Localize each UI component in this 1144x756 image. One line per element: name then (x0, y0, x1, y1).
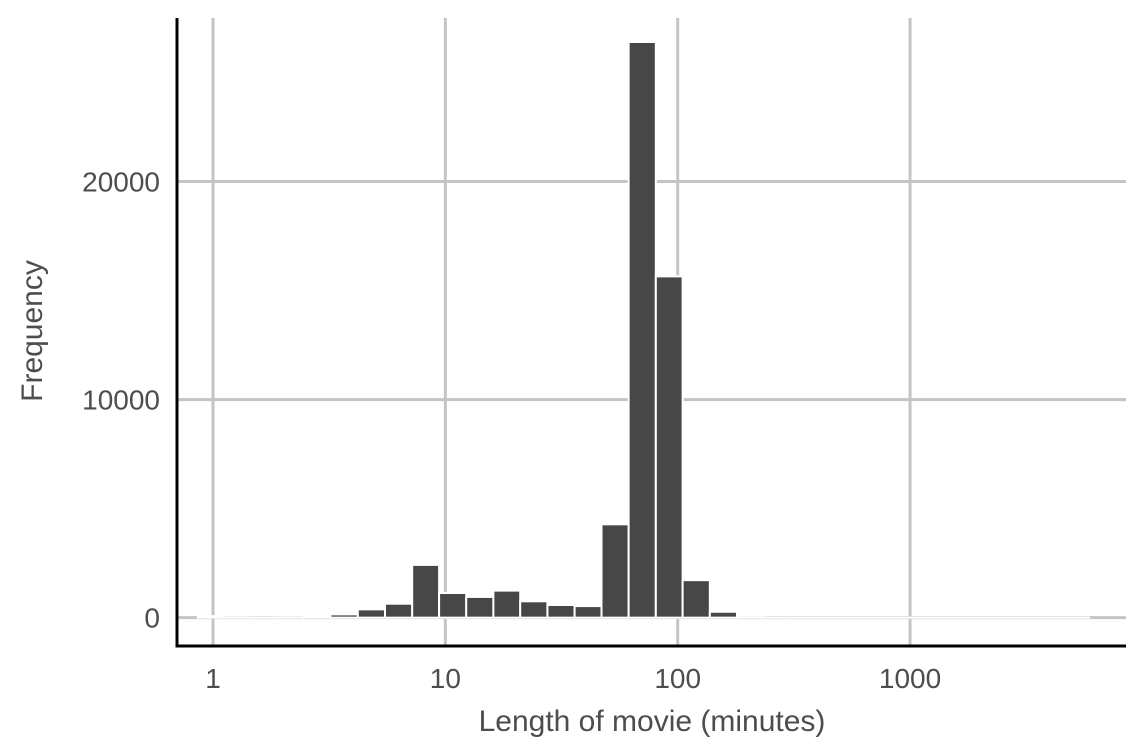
x-tick-label-1: 1 (205, 663, 221, 694)
y-tick-label-10000: 10000 (82, 385, 160, 416)
y-axis-title: Frequency (16, 260, 49, 402)
x-axis-title: Length of movie (minutes) (479, 705, 826, 738)
histogram-bar-4 (302, 615, 332, 619)
histogram-bar-18 (681, 579, 711, 619)
y-tick-labels: 0 10000 20000 (82, 167, 160, 634)
histogram-bar-8 (411, 563, 441, 619)
histogram-bar-7 (384, 602, 414, 619)
histogram-bar-11 (492, 589, 522, 619)
histogram-bars (196, 40, 1091, 619)
x-tick-label-10: 10 (430, 663, 461, 694)
histogram-bar-16 (627, 40, 657, 619)
histogram-bar-5 (329, 613, 359, 619)
histogram-bar-10 (465, 595, 495, 619)
histogram-bar-13 (546, 604, 576, 619)
histogram-bar-14 (573, 605, 603, 619)
histogram-bar-0 (196, 615, 224, 619)
histogram-bar-9 (438, 592, 468, 619)
y-tick-label-0: 0 (144, 603, 160, 634)
histogram-bar-12 (519, 600, 549, 619)
x-tick-label-100: 100 (654, 663, 701, 694)
histogram-bar-19 (708, 610, 739, 619)
x-tick-label-1000: 1000 (879, 663, 941, 694)
axes (175, 18, 1126, 648)
x-tick-labels: 1 10 100 1000 (205, 663, 941, 694)
histogram-bar-6 (356, 608, 387, 619)
y-tick-label-20000: 20000 (82, 167, 160, 198)
histogram-bar-15 (600, 523, 630, 619)
histogram-bar-17 (654, 275, 684, 619)
